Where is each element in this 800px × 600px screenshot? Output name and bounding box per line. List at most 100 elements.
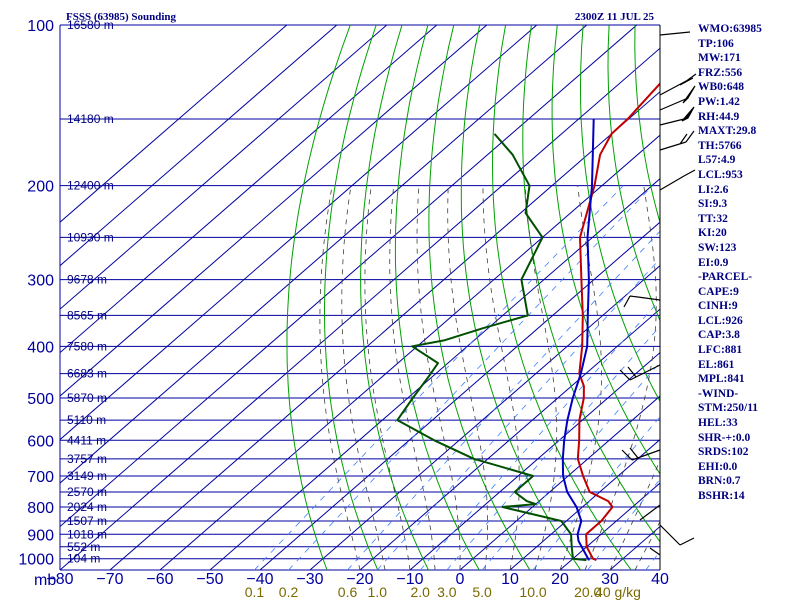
height-label: 5870 m — [67, 391, 107, 405]
pressure-tick-label: 800 — [27, 500, 54, 517]
isotherm-line — [409, 351, 660, 570]
temperature-tick-label: 20 — [551, 571, 569, 588]
dry-adiabat-line — [522, 25, 660, 543]
wind-barb — [659, 31, 691, 36]
mixing-ratio-label: 5.0 — [472, 584, 492, 600]
height-label: 6683 m — [67, 367, 107, 381]
height-label: 3149 m — [67, 469, 107, 483]
index-entry: -PARCEL- — [698, 271, 753, 284]
index-entry: EL:861 — [698, 358, 735, 371]
wind-barb — [623, 295, 661, 308]
index-entry: FRZ:556 — [698, 66, 743, 79]
temperature-tick-label: −80 — [46, 571, 73, 588]
index-entry: LFC:881 — [698, 344, 743, 357]
index-entry: CAPE:9 — [698, 285, 739, 298]
height-label: 7580 m — [67, 339, 107, 353]
height-labels: 16580 m 14180 m 12400 m 10930 m 9678 m 8565 m… — [67, 18, 114, 566]
isotherm-line — [60, 25, 438, 354]
wind-barbs — [619, 25, 697, 570]
mixing-ratio-line — [376, 258, 660, 570]
temperature-tick-label: −60 — [146, 571, 173, 588]
isotherm-line — [159, 134, 660, 570]
mixing-ratio-line — [446, 325, 660, 570]
pressure-unit-label: mb — [34, 572, 56, 589]
pressure-tick-label: 1000 — [18, 552, 54, 569]
mixing-ratio-label: 3.0 — [437, 584, 457, 600]
isotherm-line — [309, 264, 660, 570]
temperature-tick-label: −50 — [196, 571, 223, 588]
dry-adiabat-line — [394, 25, 480, 570]
isotherm-lines — [60, 25, 660, 570]
height-label: 3757 m — [67, 452, 107, 466]
moist-adiabat-line — [341, 185, 386, 570]
height-label: 10930 m — [67, 230, 114, 244]
isotherm-line — [109, 91, 660, 570]
isotherm-line — [60, 25, 638, 528]
temperature-tick-label: −30 — [296, 571, 323, 588]
index-entry: L57:4.9 — [698, 154, 736, 167]
mixing-ratio-label: 40 g/kg — [595, 584, 641, 600]
temperature-tick-label: 10 — [501, 571, 519, 588]
height-label: 16580 m — [67, 18, 114, 32]
wind-barb — [659, 73, 697, 96]
wind-barb — [649, 547, 661, 556]
index-entry: MPL:841 — [698, 373, 745, 386]
mixing-ratio-label: 20.0 — [574, 584, 601, 600]
pressure-tick-label: 900 — [27, 527, 54, 544]
height-label: 5110 m — [67, 413, 106, 427]
index-entry: LCL:953 — [698, 168, 743, 181]
index-entry: BSHR:14 — [698, 490, 745, 502]
index-entry: LCL:926 — [698, 314, 743, 327]
isobar-lines — [59, 24, 661, 571]
isotherm-line — [60, 25, 388, 310]
sounding-profiles — [396, 82, 660, 562]
temperature-tick-labels: −80 −70 −60 −50 −40 −30 −20 −10 0 10 20 30 40 — [46, 571, 669, 588]
temperature-profile — [576, 82, 660, 562]
moist-adiabats — [319, 185, 660, 570]
pressure-tick-labels: 100 200 300 400 500 600 700 800 900 1000 — [18, 18, 54, 569]
height-label: 2570 m — [67, 485, 107, 499]
mixing-ratio-line — [481, 361, 660, 570]
isotherm-line — [60, 25, 288, 223]
dry-adiabat-line — [324, 25, 379, 570]
index-entry: STM:250/11 — [698, 402, 759, 415]
mixing-ratio-labels: 0.1 0.2 0.6 1.0 2.0 3.0 5.0 10.0 20.040 g/kg — [245, 584, 641, 600]
pressure-tick-label: 400 — [27, 339, 54, 356]
index-entry: -WIND- — [698, 387, 739, 400]
mixing-ratio-label: 0.6 — [338, 584, 358, 600]
isotherm-line — [60, 25, 488, 397]
index-entry: CAP:3.8 — [698, 329, 740, 342]
pressure-tick-label: 200 — [27, 179, 54, 196]
mixing-ratio-label: 0.1 — [245, 584, 265, 600]
mixing-ratio-label: 10.0 — [519, 584, 546, 600]
index-entry: WB0:648 — [698, 81, 744, 94]
height-label: 104 m — [67, 552, 100, 566]
mixing-ratio-lines — [254, 185, 660, 570]
height-label: 4411 m — [67, 433, 106, 447]
temperature-tick-label: −20 — [346, 571, 373, 588]
pressure-tick-label: 700 — [27, 469, 54, 486]
pressure-tick-label: 100 — [27, 18, 54, 35]
index-entry: KI:20 — [698, 227, 727, 240]
isotherm-line — [60, 25, 338, 267]
index-entry: SRDS:102 — [698, 446, 749, 459]
pressure-tick-label: 500 — [27, 391, 54, 408]
height-label: 9678 m — [67, 273, 107, 287]
isotherm-line — [60, 25, 538, 441]
isotherm-line — [60, 47, 660, 570]
moist-adiabat-line — [416, 185, 461, 570]
isotherm-line — [359, 308, 660, 570]
height-label: 12400 m — [67, 179, 114, 193]
temperature-tick-label: 30 — [601, 571, 619, 588]
wind-barb — [659, 524, 695, 546]
dry-adiabat-line — [579, 25, 660, 403]
temperature-tick-label: 0 — [456, 571, 465, 588]
index-entry: CINH:9 — [698, 300, 738, 313]
dry-adiabat-line — [491, 25, 632, 570]
index-entry: SW:123 — [698, 241, 737, 254]
dry-adiabat-line — [460, 25, 582, 570]
dry-adiabat-line — [286, 25, 351, 570]
isotherm-line — [509, 438, 660, 570]
wind-barb — [659, 85, 696, 111]
moist-adiabat-line — [389, 185, 436, 570]
